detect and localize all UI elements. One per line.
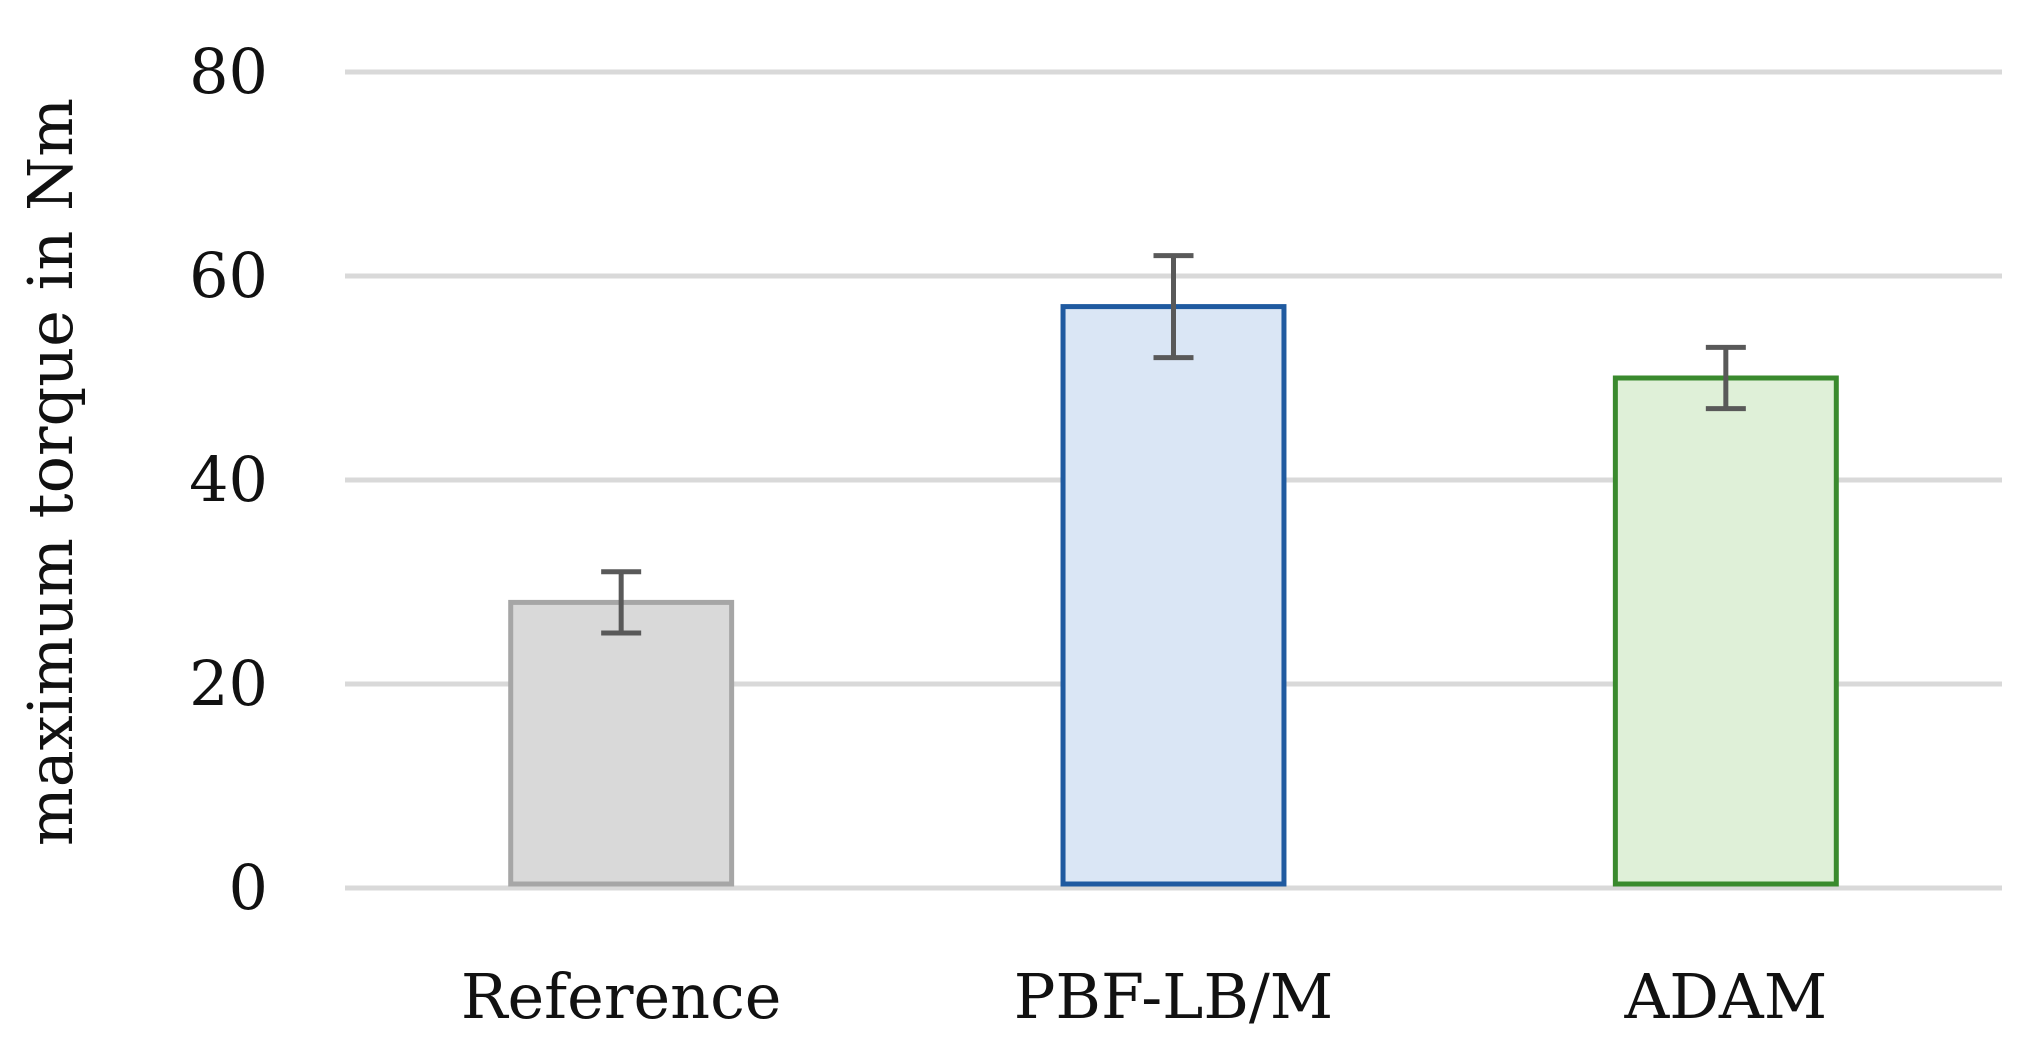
y-tick-label: 60 [189,239,268,312]
y-axis-title: maximum torque in Nm [14,98,87,846]
y-tick-labels: 0 20 40 60 80 [189,35,268,924]
error-bars [601,253,1746,636]
y-tick-label: 20 [189,647,268,720]
x-tick-labels: Reference PBF-LB/M ADAM [461,960,1827,1033]
y-tick-label: 80 [189,35,268,108]
error-bar [1705,344,1746,412]
x-tick-label: ADAM [1623,960,1827,1033]
bars [508,304,1839,887]
y-tick-label: 40 [189,443,268,516]
error-bar [1153,253,1194,361]
x-tick-label: PBF-LB/M [1014,960,1334,1033]
error-bar [601,569,642,636]
x-tick-label: Reference [461,960,782,1033]
y-tick-label: 0 [229,851,268,924]
bar-pbf-lb-m [1060,304,1287,887]
bar-reference [508,599,735,887]
bar-adam [1612,375,1839,887]
